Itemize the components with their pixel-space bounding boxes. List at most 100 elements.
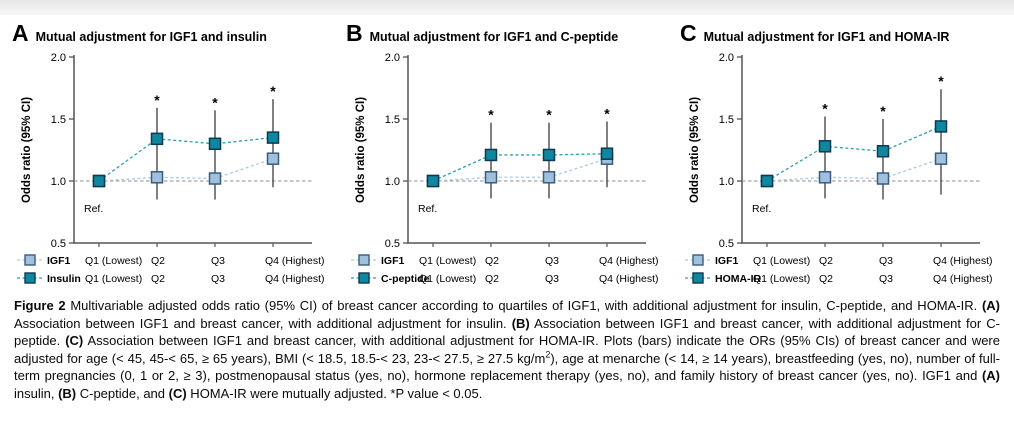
panel-title-text: Mutual adjustment for IGF1 and HOMA-IR	[703, 30, 950, 44]
category-label: Q4 (Highest)	[265, 255, 325, 267]
caption-segment: Association between IGF1 and breast canc…	[14, 333, 1000, 366]
caption-bold-segment: (C)	[65, 333, 84, 349]
panel-b-title: B Mutual adjustment for IGF1 and C-pepti…	[346, 20, 618, 47]
category-label: Q2	[819, 255, 833, 267]
significance-markers: * * *	[488, 105, 610, 122]
legend-label-Insulin: Insulin	[47, 273, 81, 285]
category-label: Q1 (Lowest)	[419, 273, 476, 285]
figure-caption: Figure 2 Multivariable adjusted odds rat…	[14, 297, 1000, 403]
category-label: Q4 (Highest)	[933, 273, 993, 285]
svg-text:0.5: 0.5	[719, 238, 734, 250]
ref-label: Ref.	[752, 203, 771, 215]
caption-bold-segment: (C)	[168, 385, 187, 401]
category-label: Q4 (Highest)	[599, 273, 659, 285]
legend: IGF1 Q1 (Lowest) Q2 Q3 Q4 (Highest) C-peptide…	[351, 254, 659, 285]
category-label: Q3	[545, 255, 559, 267]
category-label: Q4 (Highest)	[933, 255, 993, 267]
svg-text:*: *	[880, 103, 886, 119]
svg-text:*: *	[822, 101, 828, 117]
panel-b-chart: 2.0 1.5 1.0 0.5 * * * Ref. IGF1 Q1 (Lowest) Q2 Q3 Q4…	[351, 52, 659, 285]
panel-c-chart: 2.0 1.5 1.0 0.5 * * * Ref. IGF1 Q1 (Lowest) Q2 Q3 Q4…	[685, 52, 993, 285]
caption-segment: Association between IGF1 and breast canc…	[14, 315, 1000, 349]
figure-panels: 2.0 1.5 1.0 0.5 * * * Ref. IGF1 Q1 (Lowest) Q2 Q3 Q4…	[10, 12, 1008, 302]
legend-marker-IGF1	[24, 254, 36, 266]
panel-c-title: C Mutual adjustment for IGF1 and HOMA-IR	[680, 20, 949, 47]
caption-bold-segment: (A)	[981, 298, 1000, 313]
category-label: Q1 (Lowest)	[419, 255, 476, 267]
category-label: Q1 (Lowest)	[753, 273, 810, 285]
y-axis-label: Odds ratio (95% CI)	[689, 96, 701, 204]
axes: 2.0 1.5 1.0 0.5	[385, 52, 646, 250]
series-line-Insulin	[98, 136, 274, 182]
series-markers-C-peptide	[426, 147, 614, 188]
svg-text:1.0: 1.0	[51, 176, 66, 188]
panel-letter: A	[12, 20, 29, 46]
svg-text:*: *	[212, 94, 218, 110]
legend-marker-HOMA-IR	[692, 272, 704, 284]
panel-title-text: Mutual adjustment for IGF1 and C-peptide	[369, 30, 619, 44]
category-label: Q2	[485, 273, 499, 285]
category-label: Q4 (Highest)	[265, 273, 325, 285]
axes: 2.0 1.5 1.0 0.5	[719, 52, 980, 250]
caption-segment: insulin,	[14, 385, 59, 401]
caption-bold-segment: (A)	[981, 368, 1000, 384]
category-label: Q3	[545, 273, 559, 285]
legend-marker-IGF1	[692, 254, 704, 266]
svg-text:1.5: 1.5	[51, 114, 66, 126]
svg-text:*: *	[488, 107, 494, 123]
series-line-IGF1	[766, 158, 942, 182]
svg-text:1.0: 1.0	[719, 176, 734, 188]
category-label: Q2	[151, 255, 165, 267]
category-label: Q3	[879, 273, 893, 285]
category-label: Q2	[151, 273, 165, 285]
significance-markers: * * *	[154, 83, 276, 110]
legend-label-IGF1: IGF1	[47, 255, 70, 267]
legend-label-C-peptide: C-peptide	[381, 273, 430, 285]
category-label: Q3	[211, 255, 225, 267]
legend: IGF1 Q1 (Lowest) Q2 Q3 Q4 (Highest)HOMA-IRQ1…	[685, 254, 993, 285]
category-label: Q3	[211, 273, 225, 285]
caption-segment: Multivariable adjusted odds ratio (95% C…	[65, 298, 982, 313]
error-bars	[824, 89, 942, 200]
category-label: Q1 (Lowest)	[753, 255, 810, 267]
panel-letter: C	[680, 20, 697, 46]
legend-label-IGF1: IGF1	[715, 255, 738, 267]
svg-text:*: *	[270, 83, 276, 99]
series-line-IGF1	[98, 158, 274, 182]
caption-segment: Association between IGF1 and breast canc…	[14, 315, 512, 331]
ref-label: Ref.	[418, 203, 437, 215]
series-line-C-peptide	[432, 153, 608, 182]
series-markers-IGF1	[92, 152, 280, 188]
caption-segment: C-peptide, and	[76, 385, 169, 401]
panel-b: 2.0 1.5 1.0 0.5 * * * Ref. IGF1 Q1 (Lowest) Q2 Q3 Q4…	[344, 12, 674, 290]
panel-letter: B	[346, 20, 363, 46]
svg-text:1.5: 1.5	[719, 114, 734, 126]
axes: 2.0 1.5 1.0 0.5	[51, 52, 312, 250]
svg-text:1.0: 1.0	[385, 176, 400, 188]
caption-segment: HOMA-IR were mutually adjusted. *P value…	[186, 385, 483, 401]
series-markers-HOMA-IR	[760, 120, 948, 188]
legend: IGF1 Q1 (Lowest) Q2 Q3 Q4 (Highest) Insulin Q1…	[17, 254, 325, 285]
svg-text:2.0: 2.0	[719, 52, 734, 64]
svg-text:*: *	[546, 107, 552, 123]
series-markers-Insulin	[92, 131, 280, 188]
panel-a-chart: 2.0 1.5 1.0 0.5 * * * Ref. IGF1 Q1 (Lowest) Q2 Q3 Q4…	[17, 52, 325, 285]
legend-label-IGF1: IGF1	[381, 255, 404, 267]
legend-marker-IGF1	[358, 254, 370, 266]
caption-segment: ), age at menarche (< 14, ≥ 14 years), b…	[14, 350, 1000, 384]
series-markers-IGF1	[760, 152, 948, 188]
category-label: Q1 (Lowest)	[85, 255, 142, 267]
category-label: Q3	[879, 255, 893, 267]
svg-text:2.0: 2.0	[385, 52, 400, 64]
svg-text:0.5: 0.5	[385, 238, 400, 250]
caption-bold-segment: Figure 2	[14, 298, 66, 313]
legend-label-HOMA-IR: HOMA-IR	[715, 273, 761, 285]
svg-text:2.0: 2.0	[51, 52, 66, 64]
ref-label: Ref.	[84, 203, 103, 215]
series-line-IGF1	[432, 158, 608, 182]
panel-a-title: A Mutual adjustment for IGF1 and insulin	[12, 20, 267, 47]
panel-c: 2.0 1.5 1.0 0.5 * * * Ref. IGF1 Q1 (Lowest) Q2 Q3 Q4…	[678, 12, 1008, 290]
y-axis-label: Odds ratio (95% CI)	[355, 96, 367, 204]
caption-bold-segment: (B)	[511, 315, 530, 331]
